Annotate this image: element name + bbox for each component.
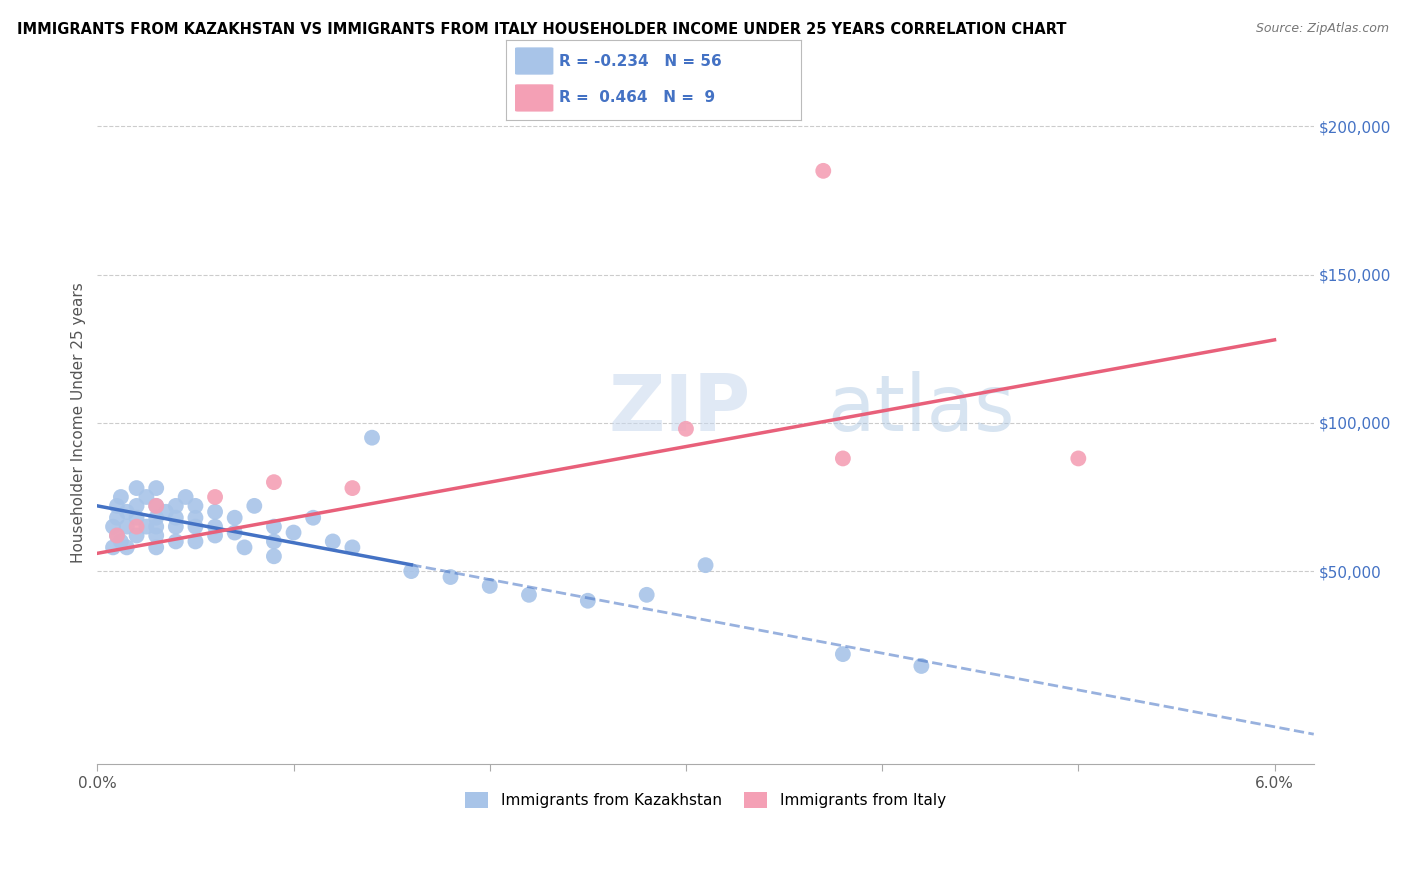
Point	[342, 481, 364, 495]
Text: IMMIGRANTS FROM KAZAKHSTAN VS IMMIGRANTS FROM ITALY HOUSEHOLDER INCOME UNDER 25 : IMMIGRANTS FROM KAZAKHSTAN VS IMMIGRANTS…	[17, 22, 1066, 37]
Point	[125, 481, 148, 495]
Point	[263, 534, 285, 549]
Point	[401, 564, 423, 578]
Point	[105, 499, 128, 513]
Point	[110, 534, 132, 549]
Point	[115, 519, 138, 533]
Point	[125, 528, 148, 542]
Legend: Immigrants from Kazakhstan, Immigrants from Italy: Immigrants from Kazakhstan, Immigrants f…	[460, 786, 952, 814]
Point	[1067, 451, 1090, 466]
Point	[110, 490, 132, 504]
Text: atlas: atlas	[827, 371, 1015, 447]
Point	[576, 593, 599, 607]
Point	[813, 164, 835, 178]
Point	[145, 541, 167, 555]
Point	[322, 534, 344, 549]
Point	[125, 519, 148, 533]
Point	[165, 519, 187, 533]
Point	[517, 588, 540, 602]
Point	[263, 519, 285, 533]
Point	[283, 525, 305, 540]
Point	[263, 475, 285, 490]
Point	[204, 490, 226, 504]
Point	[204, 519, 226, 533]
Point	[135, 490, 157, 504]
Point	[125, 510, 148, 524]
Point	[478, 579, 501, 593]
Point	[184, 519, 207, 533]
Point	[145, 528, 167, 542]
Point	[105, 528, 128, 542]
Text: R = -0.234   N = 56: R = -0.234 N = 56	[560, 54, 723, 69]
Point	[263, 549, 285, 564]
Point	[174, 490, 197, 504]
Point	[105, 510, 128, 524]
Point	[165, 510, 187, 524]
Point	[233, 541, 256, 555]
Point	[165, 499, 187, 513]
Point	[831, 451, 853, 466]
Point	[243, 499, 266, 513]
FancyBboxPatch shape	[515, 47, 554, 75]
Point	[101, 519, 124, 533]
Point	[115, 541, 138, 555]
Point	[439, 570, 461, 584]
Point	[165, 534, 187, 549]
Point	[675, 422, 697, 436]
Point	[831, 647, 853, 661]
Point	[184, 534, 207, 549]
Point	[342, 541, 364, 555]
Point	[224, 510, 246, 524]
Point	[135, 519, 157, 533]
Point	[115, 505, 138, 519]
Point	[910, 659, 932, 673]
Point	[184, 499, 207, 513]
Point	[636, 588, 658, 602]
Point	[105, 528, 128, 542]
Point	[145, 499, 167, 513]
Point	[145, 519, 167, 533]
Point	[361, 431, 384, 445]
Point	[101, 541, 124, 555]
Point	[224, 525, 246, 540]
Point	[145, 510, 167, 524]
Point	[184, 510, 207, 524]
Point	[155, 505, 177, 519]
Point	[145, 481, 167, 495]
Text: R =  0.464   N =  9: R = 0.464 N = 9	[560, 90, 716, 105]
Point	[204, 505, 226, 519]
Point	[125, 499, 148, 513]
Point	[695, 558, 717, 573]
Text: Source: ZipAtlas.com: Source: ZipAtlas.com	[1256, 22, 1389, 36]
Text: ZIP: ZIP	[609, 371, 751, 447]
FancyBboxPatch shape	[515, 85, 554, 112]
Point	[204, 528, 226, 542]
Point	[145, 499, 167, 513]
Point	[302, 510, 325, 524]
Y-axis label: Householder Income Under 25 years: Householder Income Under 25 years	[72, 283, 86, 563]
